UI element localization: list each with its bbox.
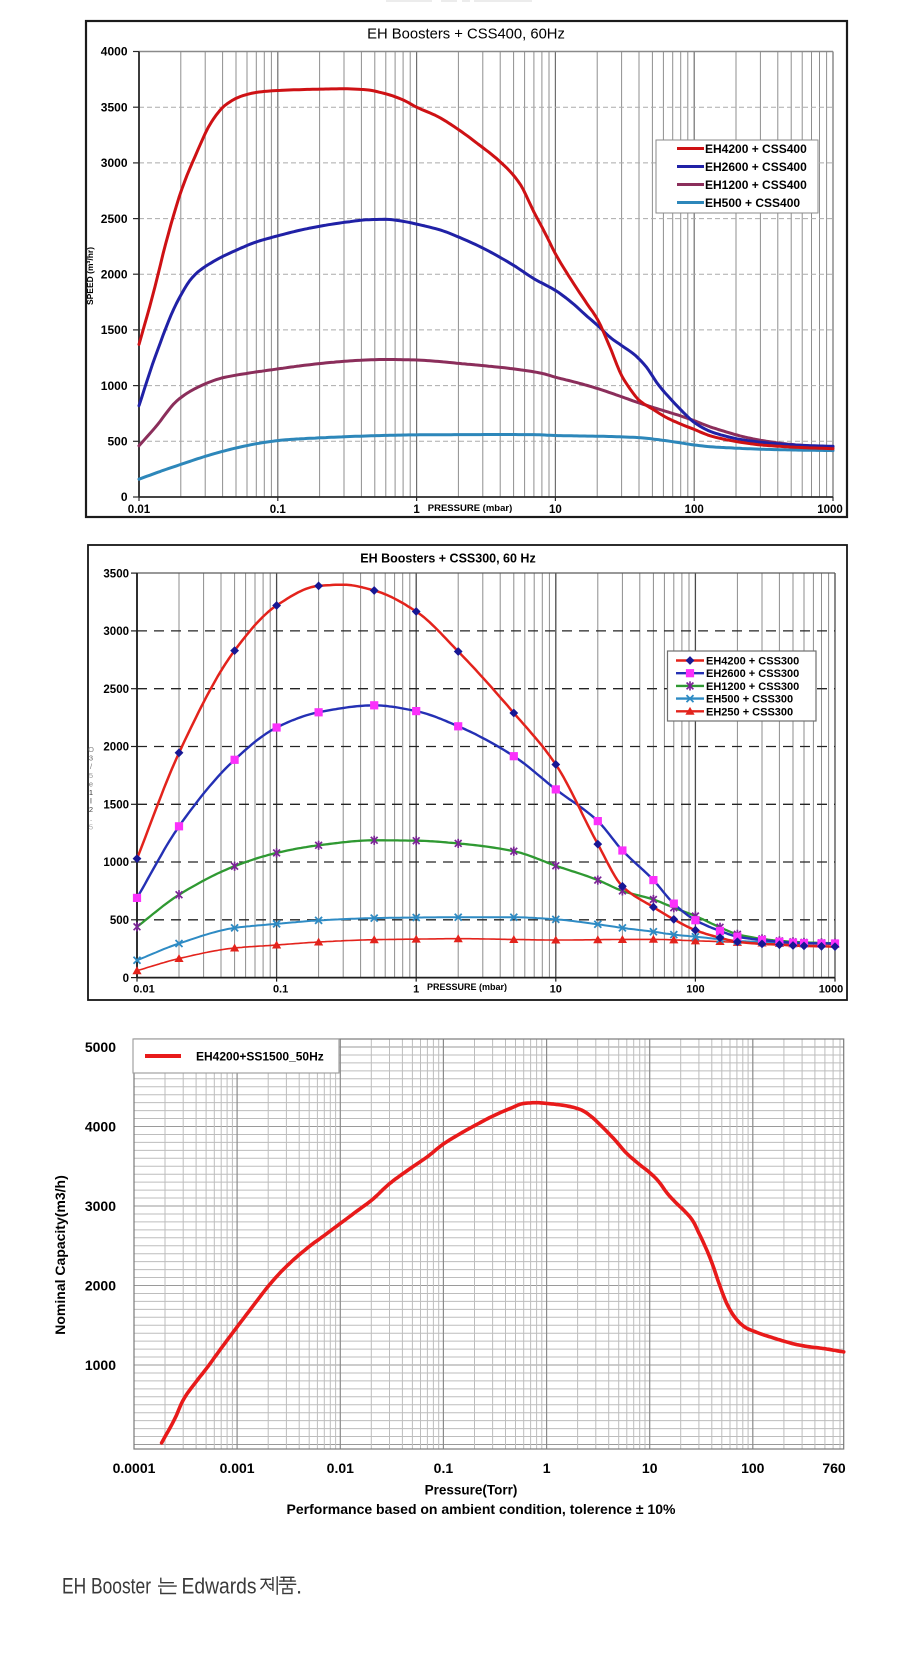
svg-text:EH2600 + CSS400: EH2600 + CSS400	[705, 160, 807, 174]
svg-text:1000: 1000	[85, 1357, 116, 1373]
svg-text:EH500 + CSS300: EH500 + CSS300	[706, 694, 793, 706]
svg-text:3000: 3000	[103, 626, 129, 638]
svg-text:4000: 4000	[85, 1119, 116, 1135]
svg-text:/: /	[90, 762, 93, 771]
svg-text:1: 1	[413, 504, 420, 516]
svg-text:EH1200 + CSS400: EH1200 + CSS400	[705, 178, 807, 192]
svg-text:2000: 2000	[101, 267, 128, 281]
svg-text:100: 100	[685, 504, 704, 516]
svg-text:2000: 2000	[103, 742, 129, 754]
svg-text:0.01: 0.01	[133, 984, 154, 996]
svg-text:EH250 + CSS300: EH250 + CSS300	[706, 706, 793, 718]
svg-text:O: O	[88, 745, 94, 754]
svg-text:EH500 + CSS400: EH500 + CSS400	[705, 196, 800, 210]
svg-text:l: l	[90, 797, 92, 806]
svg-text:EH Boosters + CSS300, 60 Hz: EH Boosters + CSS300, 60 Hz	[360, 552, 535, 566]
svg-text:Nominal Capacity(m3/h): Nominal Capacity(m3/h)	[52, 1175, 68, 1334]
svg-text:1: 1	[543, 1460, 551, 1476]
svg-text:3000: 3000	[101, 156, 128, 170]
svg-text:0.01: 0.01	[327, 1460, 354, 1476]
svg-text:Edwards: Edwards	[182, 1574, 257, 1599]
svg-text:0.1: 0.1	[273, 984, 288, 996]
svg-text:0: 0	[121, 490, 128, 504]
svg-text:2500: 2500	[103, 684, 129, 696]
svg-text:EH1200 + CSS300: EH1200 + CSS300	[706, 681, 799, 693]
svg-text:3500: 3500	[101, 100, 128, 114]
svg-text:5: 5	[89, 822, 93, 831]
svg-text:SPEED (m³/hr): SPEED (m³/hr)	[85, 247, 95, 305]
svg-text:0: 0	[123, 973, 129, 985]
svg-text:1500: 1500	[103, 800, 129, 812]
svg-text:10: 10	[642, 1460, 658, 1476]
svg-text:1000: 1000	[101, 379, 128, 393]
svg-text:500: 500	[110, 915, 129, 927]
svg-text:0.001: 0.001	[220, 1460, 255, 1476]
svg-text:3000: 3000	[85, 1198, 116, 1214]
svg-text:5: 5	[89, 771, 93, 780]
svg-text:3500: 3500	[103, 568, 129, 580]
svg-text:PRESSURE (mbar): PRESSURE (mbar)	[427, 982, 507, 992]
svg-text:Pressure(Torr): Pressure(Torr)	[425, 1483, 518, 1498]
svg-text:0.1: 0.1	[270, 504, 287, 516]
svg-text:760: 760	[822, 1460, 846, 1476]
svg-text:0.0001: 0.0001	[113, 1460, 156, 1476]
svg-text:EH2600 + CSS300: EH2600 + CSS300	[706, 668, 799, 680]
svg-text:100: 100	[686, 984, 704, 996]
svg-text:4000: 4000	[101, 45, 128, 59]
svg-text:EH Boosters + CSS400, 60Hz: EH Boosters + CSS400, 60Hz	[367, 27, 565, 43]
svg-text:1: 1	[89, 788, 93, 797]
svg-text:5000: 5000	[85, 1039, 116, 1055]
svg-text:0.1: 0.1	[434, 1460, 454, 1476]
svg-text:2: 2	[89, 805, 93, 814]
svg-text:1000: 1000	[103, 857, 129, 869]
svg-text:3: 3	[89, 754, 93, 763]
svg-text:100: 100	[741, 1460, 765, 1476]
svg-text:e: e	[89, 779, 93, 788]
svg-text:0.01: 0.01	[128, 504, 151, 516]
svg-text:500: 500	[107, 435, 127, 449]
svg-text:EH4200+SS1500_50Hz: EH4200+SS1500_50Hz	[196, 1050, 324, 1064]
svg-text:2000: 2000	[85, 1278, 116, 1294]
svg-text:1000: 1000	[817, 504, 843, 516]
svg-text:.: .	[90, 814, 92, 823]
svg-text:.: .	[296, 1574, 302, 1599]
svg-text:1: 1	[413, 984, 419, 996]
svg-text:1500: 1500	[101, 323, 128, 337]
svg-text:2500: 2500	[101, 212, 128, 226]
svg-text:10: 10	[549, 504, 562, 516]
svg-text:EH4200 + CSS300: EH4200 + CSS300	[706, 656, 799, 668]
svg-text:PRESSURE (mbar): PRESSURE (mbar)	[428, 503, 512, 514]
svg-text:10: 10	[550, 984, 562, 996]
svg-text:Performance based on ambient c: Performance based on ambient condition, …	[287, 1501, 676, 1517]
svg-text:EH Booster: EH Booster	[62, 1574, 151, 1599]
svg-text:EH4200 + CSS400: EH4200 + CSS400	[705, 142, 807, 156]
svg-text:1000: 1000	[819, 984, 843, 996]
